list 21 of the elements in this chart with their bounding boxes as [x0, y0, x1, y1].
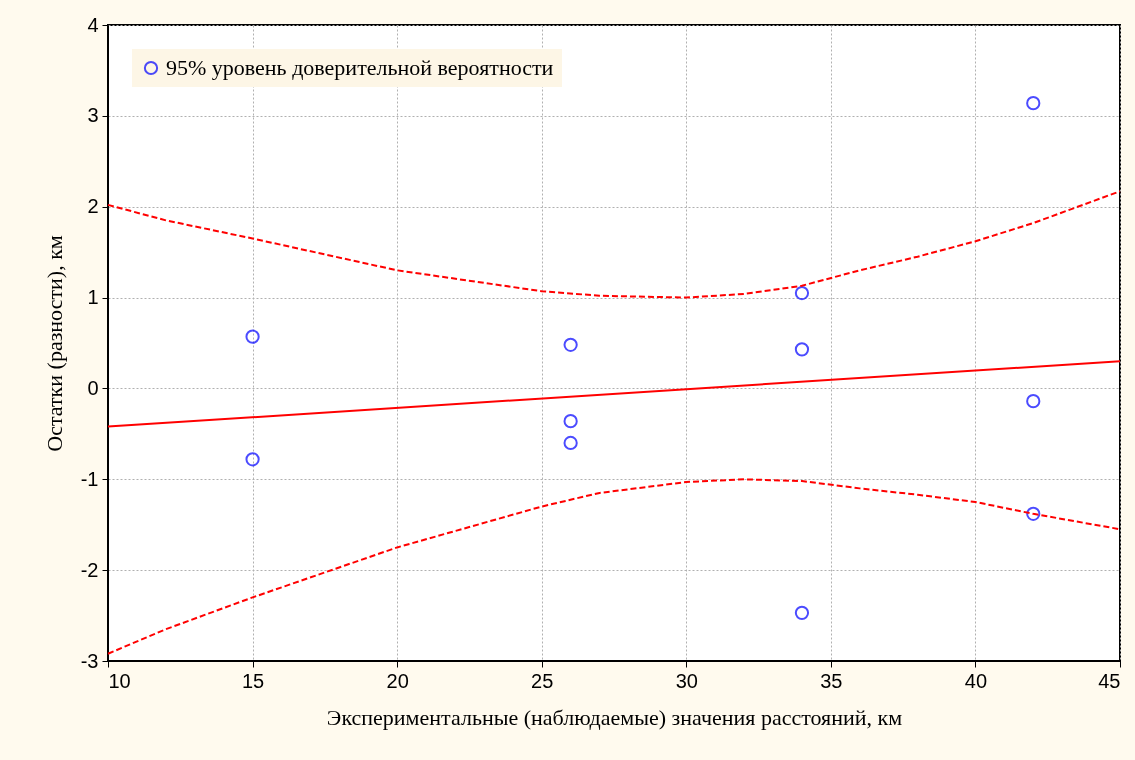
x-tick-label: 45 [1098, 669, 1121, 692]
y-tick-label: -1 [80, 467, 99, 490]
x-tick-label: 40 [964, 669, 988, 692]
y-tick-label: -3 [80, 649, 99, 672]
y-tick-label: -2 [80, 558, 99, 581]
x-tick-label: 20 [386, 669, 409, 692]
y-tick-label: 1 [87, 286, 99, 309]
x-axis-title: Экспериментальные (наблюдаемые) значения расстояний, км [326, 704, 903, 730]
y-tick-label: 3 [87, 104, 99, 127]
line-series [107, 190, 1121, 299]
legend-label: 95% уровень доверительной вероятности [166, 55, 554, 80]
y-tick-label: 2 [87, 195, 99, 218]
y-axis-title: Остатки (разности), км [41, 235, 67, 452]
x-tick-label: 35 [820, 669, 843, 692]
x-tick-label: 25 [531, 669, 554, 692]
line-series [107, 478, 1121, 655]
x-tick-label: 15 [241, 669, 265, 692]
x-tick-label: 30 [675, 669, 698, 692]
x-tick-label: 10 [108, 669, 131, 692]
y-tick-label: 0 [87, 376, 99, 399]
y-tick-label: 4 [87, 13, 99, 36]
